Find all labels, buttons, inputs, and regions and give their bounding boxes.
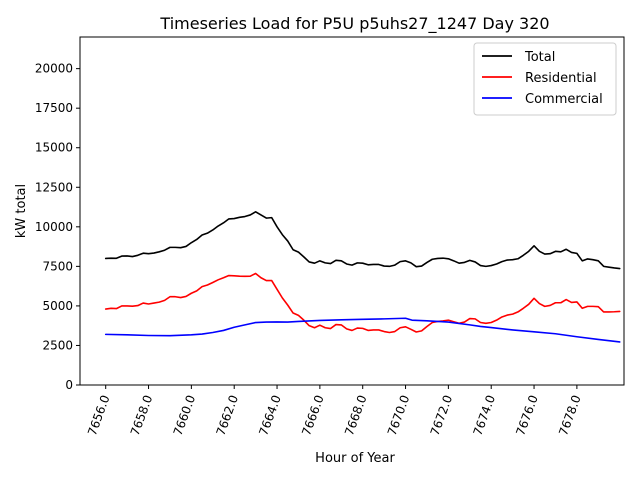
axes-frame [79, 36, 625, 386]
x-tick-label: 7678.0 [556, 393, 584, 437]
y-tick-label: 20000 [35, 62, 73, 76]
legend-label-total: Total [524, 50, 555, 65]
legend-label-commercial: Commercial [525, 92, 603, 107]
x-tick-label: 7660.0 [171, 393, 199, 437]
y-tick-label: 12500 [35, 180, 73, 194]
x-tick-label: 7666.0 [299, 393, 327, 437]
y-tick-label: 5000 [42, 299, 73, 313]
chart-title: Timeseries Load for P5U p5uhs27_1247 Day… [159, 14, 549, 34]
x-axis-ticks: 7656.0 7658.0 7660.0 7662.0 7664.0 7666.0 7668… [85, 385, 584, 437]
y-axis-label: kW total [14, 184, 29, 238]
y-tick-label: 2500 [42, 338, 73, 352]
y-tick-label: 0 [65, 378, 73, 392]
legend: Total Residential Commercial [473, 42, 617, 116]
x-tick-label: 7658.0 [128, 393, 156, 437]
y-tick-label: 7500 [42, 259, 73, 273]
y-tick-label: 15000 [35, 141, 73, 155]
x-tick-label: 7668.0 [342, 393, 370, 437]
plot-area-lines [104, 210, 621, 343]
x-axis-label: Hour of Year [315, 451, 395, 466]
x-tick-label: 7670.0 [385, 393, 413, 437]
legend-box [473, 42, 617, 116]
y-tick-label: 17500 [35, 101, 73, 115]
y-tick-label: 10000 [35, 220, 73, 234]
series-line-commercial [104, 317, 621, 343]
x-tick-label: 7672.0 [428, 393, 456, 437]
x-tick-label: 7674.0 [471, 393, 499, 437]
y-axis-ticks: 0 2500 5000 7500 10000 12500 15000 17500 20000 [35, 62, 80, 392]
legend-label-residential: Residential [525, 71, 597, 86]
series-line-residential [104, 272, 621, 334]
x-tick-label: 7656.0 [85, 393, 113, 437]
x-tick-label: 7662.0 [214, 393, 242, 437]
series-line-total [104, 210, 621, 270]
x-tick-label: 7676.0 [513, 393, 541, 437]
x-tick-label: 7664.0 [256, 393, 284, 437]
